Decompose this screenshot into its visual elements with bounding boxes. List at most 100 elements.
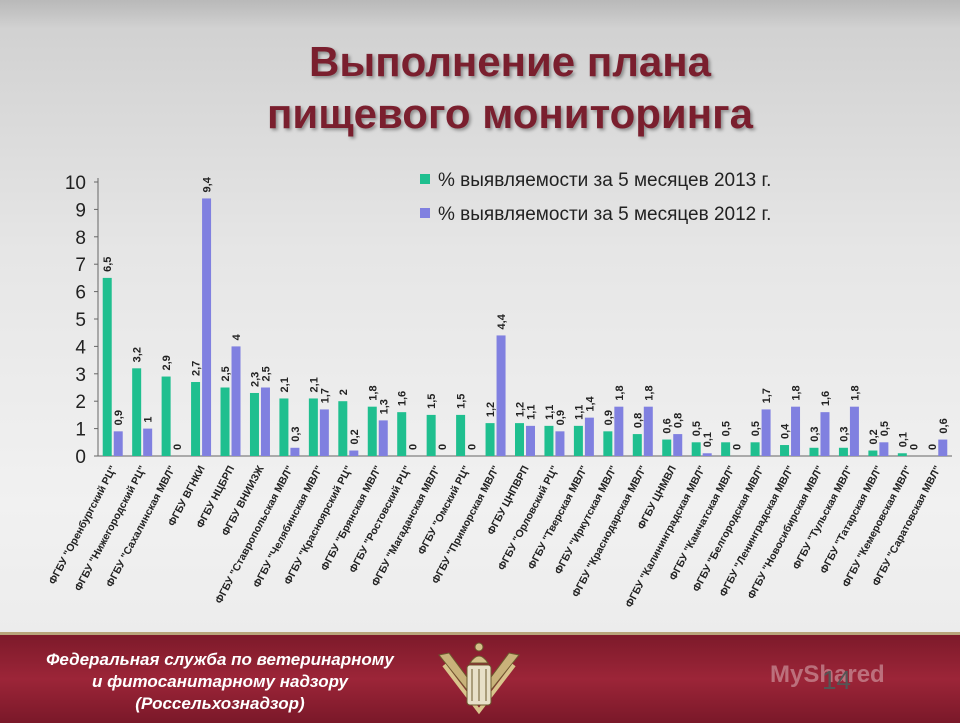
data-label: 0 <box>437 444 449 450</box>
footer-text: Федеральная служба по ветеринарному и фи… <box>10 649 430 715</box>
data-label: 0,6 <box>938 418 950 433</box>
data-label: 2,3 <box>249 372 261 387</box>
watermark: MyShared <box>770 661 885 688</box>
bar-2013 <box>220 387 230 456</box>
data-label: 0,3 <box>290 426 302 441</box>
data-label: 0 <box>732 444 744 450</box>
bar-2012 <box>319 409 329 456</box>
bar-2013 <box>662 439 672 456</box>
legend-entry: % выявляемости за 5 месяцев 2012 г. <box>438 204 771 225</box>
y-tick-label: 10 <box>65 173 86 194</box>
data-label: 1,8 <box>643 385 655 400</box>
data-label: 1,1 <box>526 405 538 420</box>
data-label: 4 <box>231 333 243 340</box>
slide-title-line2: пищевого мониторинга <box>267 90 753 137</box>
bar-2013 <box>721 442 731 456</box>
data-label: 1,6 <box>397 391 409 406</box>
data-label: 1,6 <box>820 391 832 406</box>
bar-2013 <box>161 376 171 456</box>
data-label: 1,2 <box>485 402 497 417</box>
data-label: 0 <box>908 444 920 450</box>
bar-2012 <box>702 453 712 456</box>
page-number: 14 <box>822 665 851 695</box>
bar-2013 <box>691 442 701 456</box>
bar-2013 <box>897 453 907 456</box>
bar-2013 <box>249 392 259 456</box>
data-label: 4,4 <box>496 313 508 329</box>
bar-2013 <box>809 447 819 456</box>
data-label: 0,5 <box>691 421 703 436</box>
y-tick-label: 5 <box>75 310 86 331</box>
data-label: 2,7 <box>191 361 203 376</box>
slide-title: Выполнение плана пищевого мониторинга <box>0 36 960 140</box>
data-label: 1,5 <box>456 394 468 409</box>
data-label: 0,8 <box>673 413 685 428</box>
y-tick-label: 7 <box>75 255 86 276</box>
data-label: 1,5 <box>426 394 438 409</box>
bar-2012 <box>791 406 801 456</box>
legend-swatch <box>420 208 430 218</box>
data-label: 1,2 <box>515 402 527 417</box>
footer-line1: Федеральная служба по ветеринарному <box>46 650 394 669</box>
bar-2013 <box>191 382 201 456</box>
data-label: 9,4 <box>202 176 214 192</box>
bar-2012 <box>260 387 270 456</box>
data-label: 1,8 <box>367 385 379 400</box>
bar-2013 <box>397 412 407 456</box>
bar-2012 <box>143 428 153 456</box>
data-label: 0,2 <box>349 429 361 444</box>
footer-line3: (Россельхознадзор) <box>135 694 305 713</box>
data-label: 0,9 <box>113 410 125 425</box>
data-label: 0 <box>927 444 939 450</box>
bar-2012 <box>526 425 535 456</box>
bar-2012 <box>643 406 653 456</box>
y-tick-label: 8 <box>75 228 86 249</box>
data-label: 1,4 <box>584 395 596 411</box>
data-label: 2,5 <box>220 366 232 381</box>
bar-2013 <box>338 401 348 456</box>
data-label: 1,1 <box>544 405 556 420</box>
bar-2013 <box>485 423 495 456</box>
data-label: 0,9 <box>555 410 567 425</box>
y-tick-label: 6 <box>75 283 86 304</box>
bar-2013 <box>515 423 524 456</box>
bar-2012 <box>496 335 506 456</box>
y-tick-label: 9 <box>75 200 86 221</box>
data-label: 0,3 <box>838 426 850 441</box>
bar-2012 <box>584 417 594 456</box>
bar-2013 <box>456 414 466 456</box>
legend-entry: % выявляемости за 5 месяцев 2013 г. <box>438 170 771 191</box>
bar-2012 <box>231 346 241 456</box>
data-label: 2,5 <box>260 366 272 381</box>
bar-2013 <box>544 425 554 456</box>
data-label: 2,9 <box>161 355 173 370</box>
y-tick-label: 2 <box>75 392 86 413</box>
bar-2013 <box>632 434 642 456</box>
data-label: 2 <box>338 389 350 395</box>
data-label: 0,2 <box>868 429 880 444</box>
bar-2012 <box>820 412 830 456</box>
data-label: 0 <box>172 444 184 450</box>
bar-2013 <box>603 431 613 456</box>
bar-2012 <box>202 198 212 456</box>
bar-2013 <box>308 398 318 456</box>
bar-2012 <box>761 409 771 456</box>
bar-2012 <box>673 434 683 456</box>
data-label: 1,3 <box>378 399 390 414</box>
data-label: 0,5 <box>879 421 891 436</box>
data-label: 1,7 <box>761 388 773 403</box>
bar-2012 <box>290 447 300 456</box>
rosselkhoznadzor-emblem-icon <box>438 642 520 715</box>
data-label: 0,4 <box>780 423 792 439</box>
bar-2012 <box>849 406 859 456</box>
bar-2013 <box>838 447 848 456</box>
data-label: 0,5 <box>721 421 733 436</box>
data-label: 0,3 <box>809 426 821 441</box>
data-label: 0,9 <box>603 410 615 425</box>
data-label: 0,1 <box>702 432 714 447</box>
legend-swatch <box>420 174 430 184</box>
bar-2012 <box>938 439 948 456</box>
slide-top-shade <box>0 0 960 28</box>
bar-2013 <box>868 450 878 456</box>
